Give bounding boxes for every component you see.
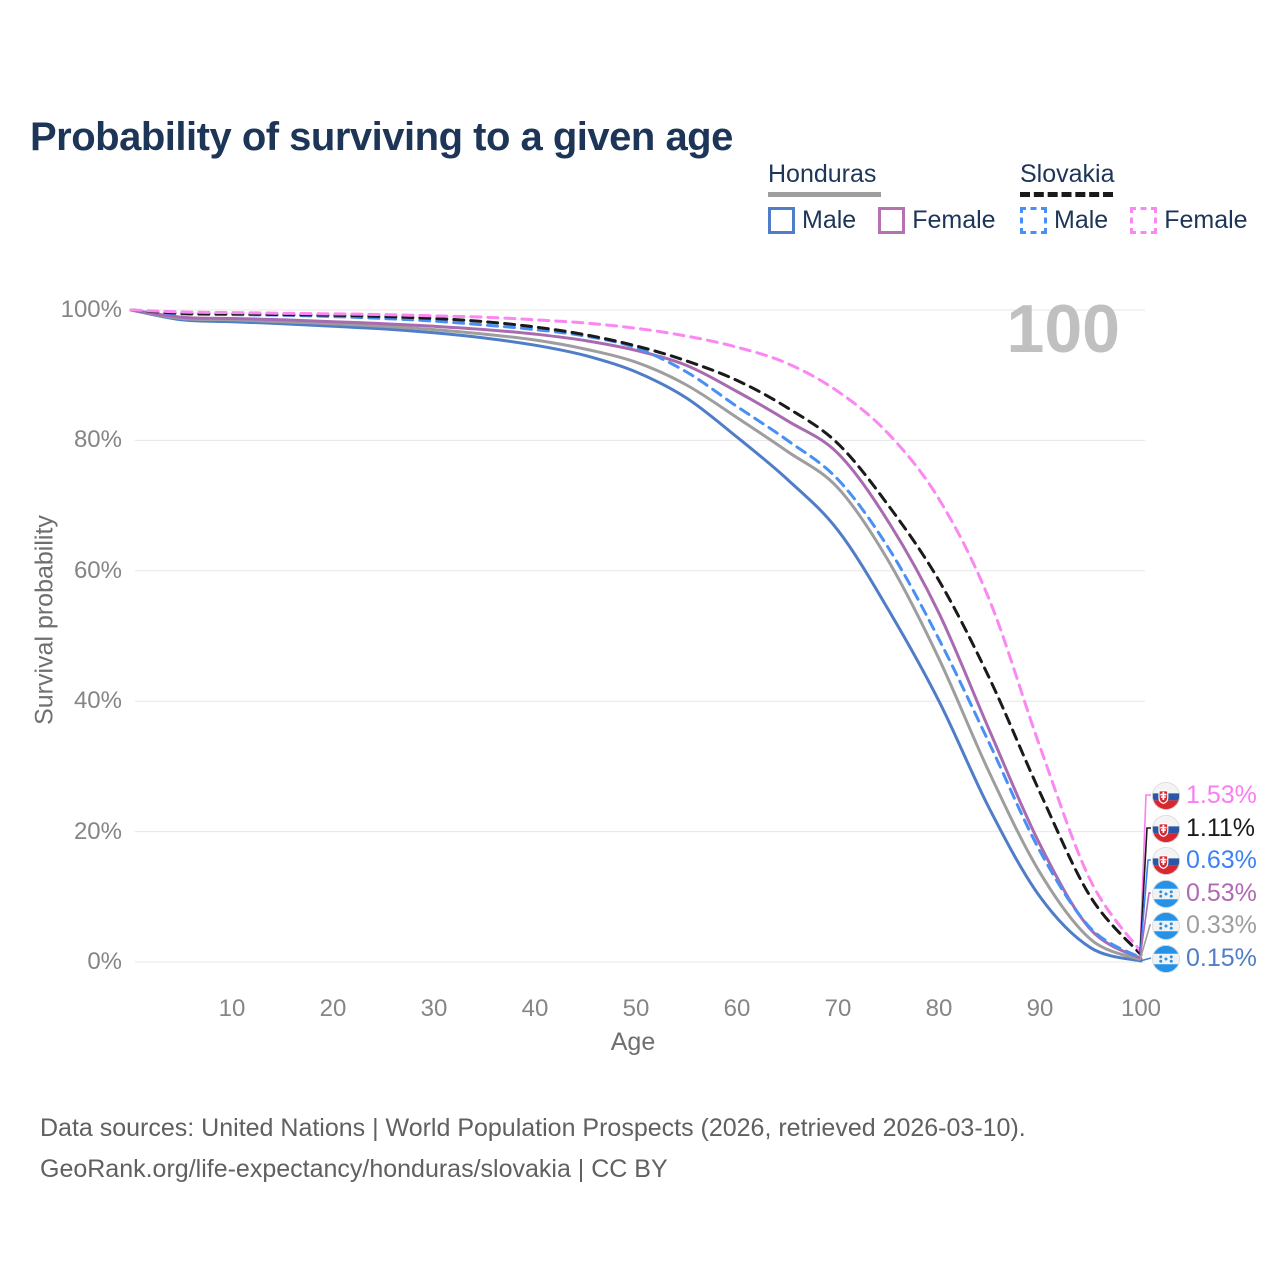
legend-label-slovakia-female: Female <box>1164 206 1248 234</box>
y-tick-20%: 20% <box>73 817 122 845</box>
curve-honduras-male <box>129 308 1143 963</box>
end-label-honduras-male: 0.15% <box>1152 944 1257 973</box>
slovakia-flag-icon <box>1152 781 1180 810</box>
end-label-connector <box>1139 827 1151 955</box>
legend-group-slovakia: Slovakia Male Female <box>1020 160 1270 235</box>
end-label-connector <box>1139 892 1151 959</box>
legend-item-honduras-female[interactable]: Female <box>878 206 996 235</box>
curve-honduras-female <box>129 308 1143 960</box>
curve-slovakia-male <box>129 308 1143 960</box>
end-value: 0.53% <box>1186 879 1257 907</box>
honduras-flag-icon <box>1152 911 1180 940</box>
honduras-flag-icon <box>1152 879 1180 908</box>
honduras-male-swatch-icon <box>768 207 795 234</box>
chart-title: Probability of surviving to a given age <box>30 114 733 159</box>
end-value: 0.33% <box>1186 911 1257 939</box>
slovakia-flag-icon <box>1152 846 1180 875</box>
y-tick-60%: 60% <box>73 556 122 584</box>
x-tick-50: 50 <box>622 995 650 1022</box>
end-label-connector <box>1139 924 1151 961</box>
end-label-slovakia-male: 0.63% <box>1152 846 1257 875</box>
footer-note: Data sources: United Nations | World Pop… <box>40 1108 1026 1189</box>
legend-group-honduras: Honduras Male Female <box>768 160 1018 235</box>
end-value: 1.53% <box>1186 781 1257 809</box>
legend-item-slovakia-female[interactable]: Female <box>1130 206 1248 235</box>
x-tick-90: 90 <box>1026 995 1054 1022</box>
curve-slovakia-both <box>129 308 1143 957</box>
y-tick-40%: 40% <box>73 687 122 715</box>
curve-slovakia-female <box>129 308 1143 954</box>
x-tick-20: 20 <box>319 995 347 1022</box>
honduras-female-swatch-icon <box>878 207 906 234</box>
slovakia-flag-icon <box>1152 814 1180 843</box>
slovakia-female-swatch-icon <box>1130 207 1158 234</box>
x-tick-40: 40 <box>521 995 549 1022</box>
legend-label-honduras-male: Male <box>802 206 857 234</box>
end-label-connector <box>1139 859 1151 958</box>
end-label-slovakia-female: 1.53% <box>1152 781 1257 810</box>
legend-underline-honduras <box>768 192 881 197</box>
end-label-honduras-female: 0.53% <box>1152 879 1257 908</box>
end-value: 1.11% <box>1186 814 1256 842</box>
slovakia-male-swatch-icon <box>1020 207 1047 234</box>
age-counter-watermark: 100 <box>1006 291 1120 367</box>
end-label-connector <box>1139 957 1152 962</box>
y-tick-0%: 0% <box>87 948 122 975</box>
legend-label-honduras-female: Female <box>912 206 996 234</box>
end-label-slovakia-both: 1.11% <box>1152 814 1255 843</box>
x-tick-100: 100 <box>1120 995 1162 1022</box>
honduras-flag-icon <box>1152 944 1180 973</box>
legend-item-slovakia-male[interactable]: Male <box>1020 206 1108 235</box>
x-tick-80: 80 <box>925 995 953 1022</box>
legend-country-slovakia: Slovakia <box>1020 160 1115 188</box>
x-tick-10: 10 <box>218 995 246 1022</box>
y-tick-100%: 100% <box>60 296 122 323</box>
x-tick-60: 60 <box>723 995 751 1022</box>
end-label-connector <box>1139 794 1151 953</box>
y-tick-80%: 80% <box>73 426 122 454</box>
legend-underline-slovakia <box>1020 192 1113 197</box>
footer-sources: Data sources: United Nations | World Pop… <box>40 1114 1026 1142</box>
x-axis-title: Age <box>610 1028 656 1056</box>
legend-country-honduras: Honduras <box>768 160 877 188</box>
end-label-honduras-both: 0.33% <box>1152 911 1257 940</box>
footer-link: GeoRank.org/life-expectancy/honduras/slo… <box>40 1154 668 1183</box>
legend-label-slovakia-male: Male <box>1054 206 1109 234</box>
end-value: 0.15% <box>1186 944 1257 972</box>
x-tick-70: 70 <box>824 995 852 1022</box>
curve-honduras-both <box>129 308 1143 962</box>
legend-item-honduras-male[interactable]: Male <box>768 206 856 235</box>
end-value: 0.63% <box>1186 846 1257 874</box>
x-tick-30: 30 <box>420 995 448 1022</box>
